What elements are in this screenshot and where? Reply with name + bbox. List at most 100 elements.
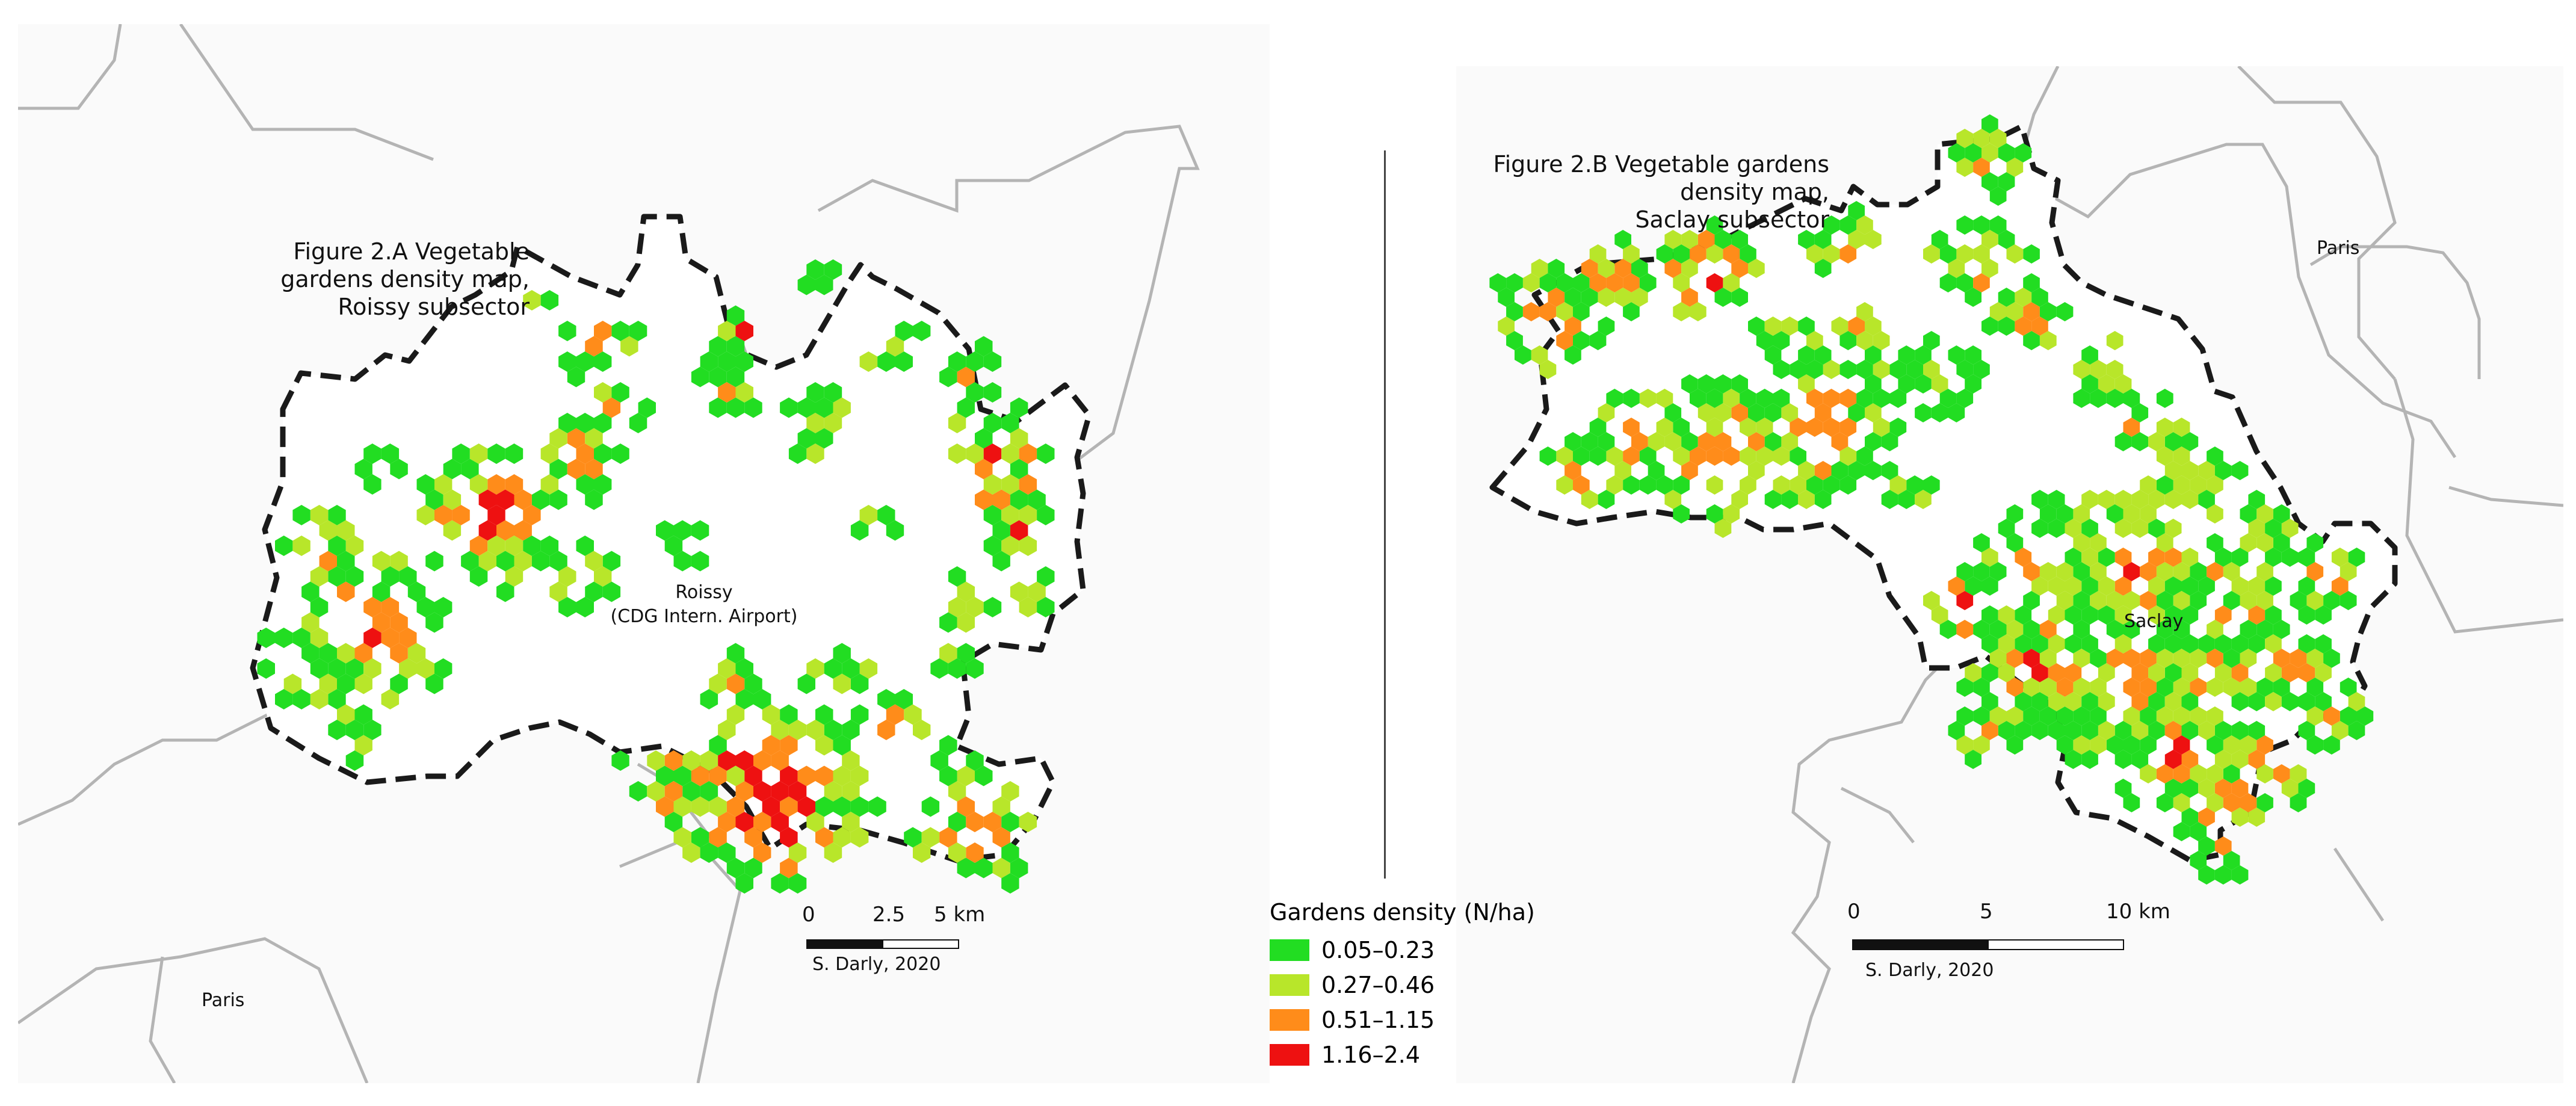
- density-hex-cell: [2039, 678, 2057, 697]
- density-hex-cell: [1848, 230, 1865, 249]
- density-hex-cell: [461, 551, 479, 572]
- map-panel-roissy[interactable]: Figure 2.A Vegetable gardens density map…: [18, 24, 1270, 1083]
- density-hex-cell: [576, 536, 594, 556]
- density-hex-cell: [602, 551, 621, 572]
- roissy-figure-title: Figure 2.A Vegetable gardens density map…: [199, 238, 530, 321]
- density-hex-cell: [948, 413, 966, 433]
- density-hex-cell: [372, 612, 391, 633]
- density-hex-cell: [1773, 475, 1790, 495]
- density-hex-cell: [2198, 865, 2215, 885]
- density-hex-cell: [1548, 259, 1565, 278]
- density-hex-cell: [1923, 331, 1940, 350]
- density-hex-cell: [709, 765, 727, 786]
- density-hex-cell: [1948, 403, 1965, 422]
- density-hex-cell: [1681, 230, 1698, 249]
- density-hex-cell: [399, 658, 417, 679]
- density-hex-cell: [2323, 649, 2340, 668]
- density-hex-cell: [2207, 562, 2223, 581]
- density-hex-cell: [2114, 519, 2132, 538]
- density-hex-cell: [1573, 273, 1590, 292]
- density-hex-cell: [1564, 432, 1581, 451]
- density-hex-cell: [983, 505, 1002, 525]
- density-hex-cell: [1019, 536, 1037, 556]
- density-hex-cell: [2114, 576, 2132, 596]
- density-hex-cell: [1697, 403, 1715, 422]
- density-hex-cell: [1598, 490, 1615, 509]
- density-hex-cell: [2214, 605, 2232, 625]
- density-hex-cell: [824, 720, 842, 740]
- density-hex-cell: [2240, 620, 2257, 639]
- density-hex-cell: [1656, 418, 1673, 437]
- density-hex-cell: [1881, 461, 1898, 480]
- density-hex-cell: [2315, 663, 2332, 682]
- density-hex-cell: [788, 720, 807, 740]
- density-hex-cell: [514, 551, 532, 572]
- density-hex-cell: [2207, 678, 2223, 697]
- density-hex-cell: [2348, 721, 2365, 740]
- density-hex-cell: [842, 720, 860, 740]
- density-hex-cell: [1931, 403, 1948, 422]
- map-panel-saclay[interactable]: Figure 2.B Vegetable gardens density map…: [1456, 66, 2563, 1083]
- density-hex-cell: [709, 397, 727, 418]
- density-hex-cell: [824, 382, 842, 403]
- density-hex-cell: [602, 581, 621, 602]
- density-hex-cell: [691, 827, 709, 848]
- density-hex-cell: [2114, 374, 2132, 394]
- density-hex-cell: [1731, 374, 1748, 394]
- density-hex-cell: [443, 489, 462, 510]
- density-hex-cell: [2015, 288, 2032, 307]
- density-hex-cell: [2015, 692, 2032, 711]
- density-hex-cell: [2248, 576, 2266, 596]
- density-hex-cell: [1764, 432, 1782, 451]
- density-hex-cell: [2090, 389, 2107, 408]
- density-hex-cell: [2231, 750, 2249, 769]
- density-hex-cell: [2106, 389, 2124, 408]
- density-hex-cell: [399, 628, 417, 648]
- density-hex-cell: [2114, 721, 2132, 740]
- density-hex-cell: [780, 827, 798, 848]
- density-hex-cell: [2207, 793, 2223, 812]
- density-hex-cell: [1981, 548, 1998, 567]
- density-hex-cell: [780, 765, 798, 786]
- density-hex-cell: [2081, 605, 2098, 625]
- density-hex-cell: [1506, 331, 1523, 350]
- density-hex-cell: [771, 750, 789, 771]
- density-hex-cell: [2148, 576, 2165, 596]
- density-hex-cell: [257, 658, 275, 679]
- density-hex-cell: [2015, 317, 2032, 336]
- density-hex-cell: [1973, 678, 1990, 697]
- density-hex-cell: [2015, 605, 2032, 625]
- density-hex-cell: [709, 366, 727, 388]
- density-hex-cell: [1706, 446, 1723, 466]
- density-hex-cell: [983, 474, 1002, 495]
- density-hex-cell: [673, 765, 691, 786]
- density-hex-cell: [381, 443, 400, 464]
- density-hex-cell: [2181, 808, 2199, 827]
- density-hex-cell: [2164, 461, 2182, 480]
- density-hex-cell: [895, 689, 913, 709]
- density-hex-cell: [629, 413, 647, 433]
- density-hex-cell: [1973, 533, 1990, 552]
- density-hex-cell: [1756, 418, 1773, 437]
- density-hex-cell: [2207, 475, 2223, 495]
- density-hex-cell: [2048, 490, 2065, 509]
- density-hex-cell: [1673, 475, 1690, 495]
- density-hex-cell: [2256, 678, 2273, 697]
- density-hex-cell: [2106, 735, 2124, 755]
- density-hex-cell: [1019, 812, 1037, 832]
- density-hex-cell: [2106, 360, 2124, 379]
- density-hex-cell: [2098, 663, 2115, 682]
- density-hex-cell: [2081, 548, 2098, 567]
- density-hex-cell: [2356, 706, 2374, 726]
- density-hex-cell: [806, 259, 824, 280]
- density-hex-cell: [301, 643, 320, 664]
- density-hex-cell: [2090, 649, 2107, 668]
- density-hex-cell: [930, 658, 948, 679]
- density-hex-cell: [2148, 490, 2165, 509]
- density-hex-cell: [2181, 634, 2199, 653]
- density-hex-cell: [1506, 273, 1523, 292]
- density-hex-cell: [1998, 143, 2015, 162]
- density-hex-cell: [2098, 576, 2115, 596]
- density-hex-cell: [328, 720, 346, 740]
- density-hex-cell: [2190, 591, 2207, 610]
